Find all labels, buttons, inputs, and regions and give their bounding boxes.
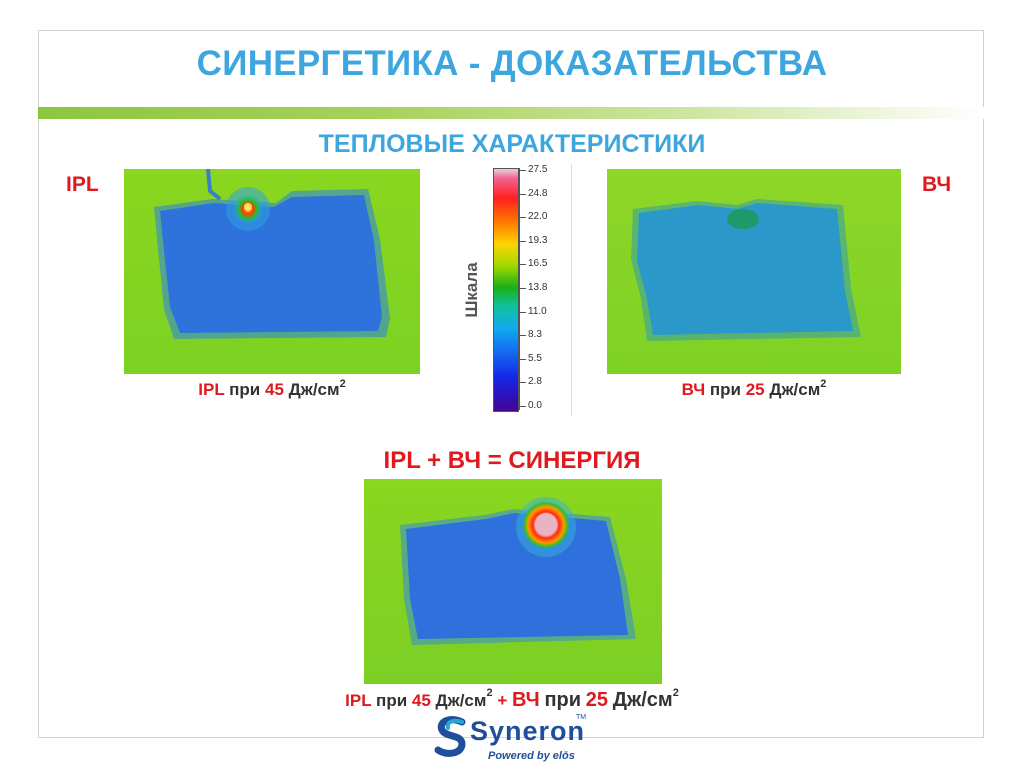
scale-tick (519, 217, 526, 219)
scale-tick-label: 0.0 (528, 400, 542, 411)
scale-tick (519, 406, 526, 407)
scale-caption: Шкала (462, 262, 481, 318)
scale-tick-label: 11.0 (528, 305, 547, 317)
synergy-thermal-image (364, 479, 662, 684)
scale-tick-label: 27.5 (528, 164, 548, 175)
synergy-heading: IPL + ВЧ = СИНЕРГИЯ (383, 447, 641, 474)
scale-tick (519, 193, 526, 195)
rf-thermal-image (607, 169, 901, 374)
scale-tick (519, 335, 526, 337)
scale-tick (519, 358, 526, 360)
synergy-caption: IPL при 45 Дж/см2 + ВЧ при 25 Дж/см2 (345, 687, 679, 711)
slide-frame (38, 30, 984, 738)
scale-tick-label: 5.5 (528, 352, 542, 364)
scale-color-bar (493, 168, 519, 412)
scale-tick-label: 8.3 (528, 329, 542, 341)
scale-tick (519, 170, 526, 171)
syneron-tm: TM (576, 714, 587, 721)
scale-tick (519, 288, 526, 289)
temperature-scale: Шкала 27.5 24.8 22.0 19.3 16.5 13.8 11.0 8.3 5.5… (458, 164, 578, 418)
scale-tick-label: 24.8 (528, 187, 548, 199)
slide-title: СИНЕРГЕТИКА - ДОКАЗАТЕЛЬСТВА (196, 44, 828, 83)
scale-tick-label: 22.0 (528, 211, 548, 223)
scale-axis (519, 168, 520, 410)
syneron-s-mark-icon (434, 716, 466, 757)
scale-tick-label: 16.5 (528, 258, 548, 270)
scale-tick (519, 382, 526, 384)
scale-tick (519, 264, 526, 266)
ipl-side-label: IPL (66, 173, 99, 196)
scale-tick (519, 240, 526, 242)
slide-subtitle: ТЕПЛОВЫЕ ХАРАКТЕРИСТИКИ (318, 130, 706, 158)
syneron-wordmark: Syneron (470, 716, 586, 746)
ipl-thermal-image (124, 169, 420, 374)
syneron-logo: Syneron TM Powered by elōs (430, 712, 600, 764)
title-rule (38, 107, 984, 119)
scale-tick (519, 311, 526, 313)
syneron-tagline: Powered by elōs (488, 750, 575, 762)
scale-tick-label: 2.8 (528, 376, 542, 388)
rf-side-label: ВЧ (922, 173, 952, 196)
ipl-caption: IPL при 45 Дж/см2 (198, 378, 346, 399)
scale-tick-label: 13.8 (528, 282, 548, 293)
scale-divider (571, 164, 572, 416)
scale-tick-label: 19.3 (528, 234, 548, 246)
rf-caption: ВЧ при 25 Дж/см2 (681, 378, 827, 399)
